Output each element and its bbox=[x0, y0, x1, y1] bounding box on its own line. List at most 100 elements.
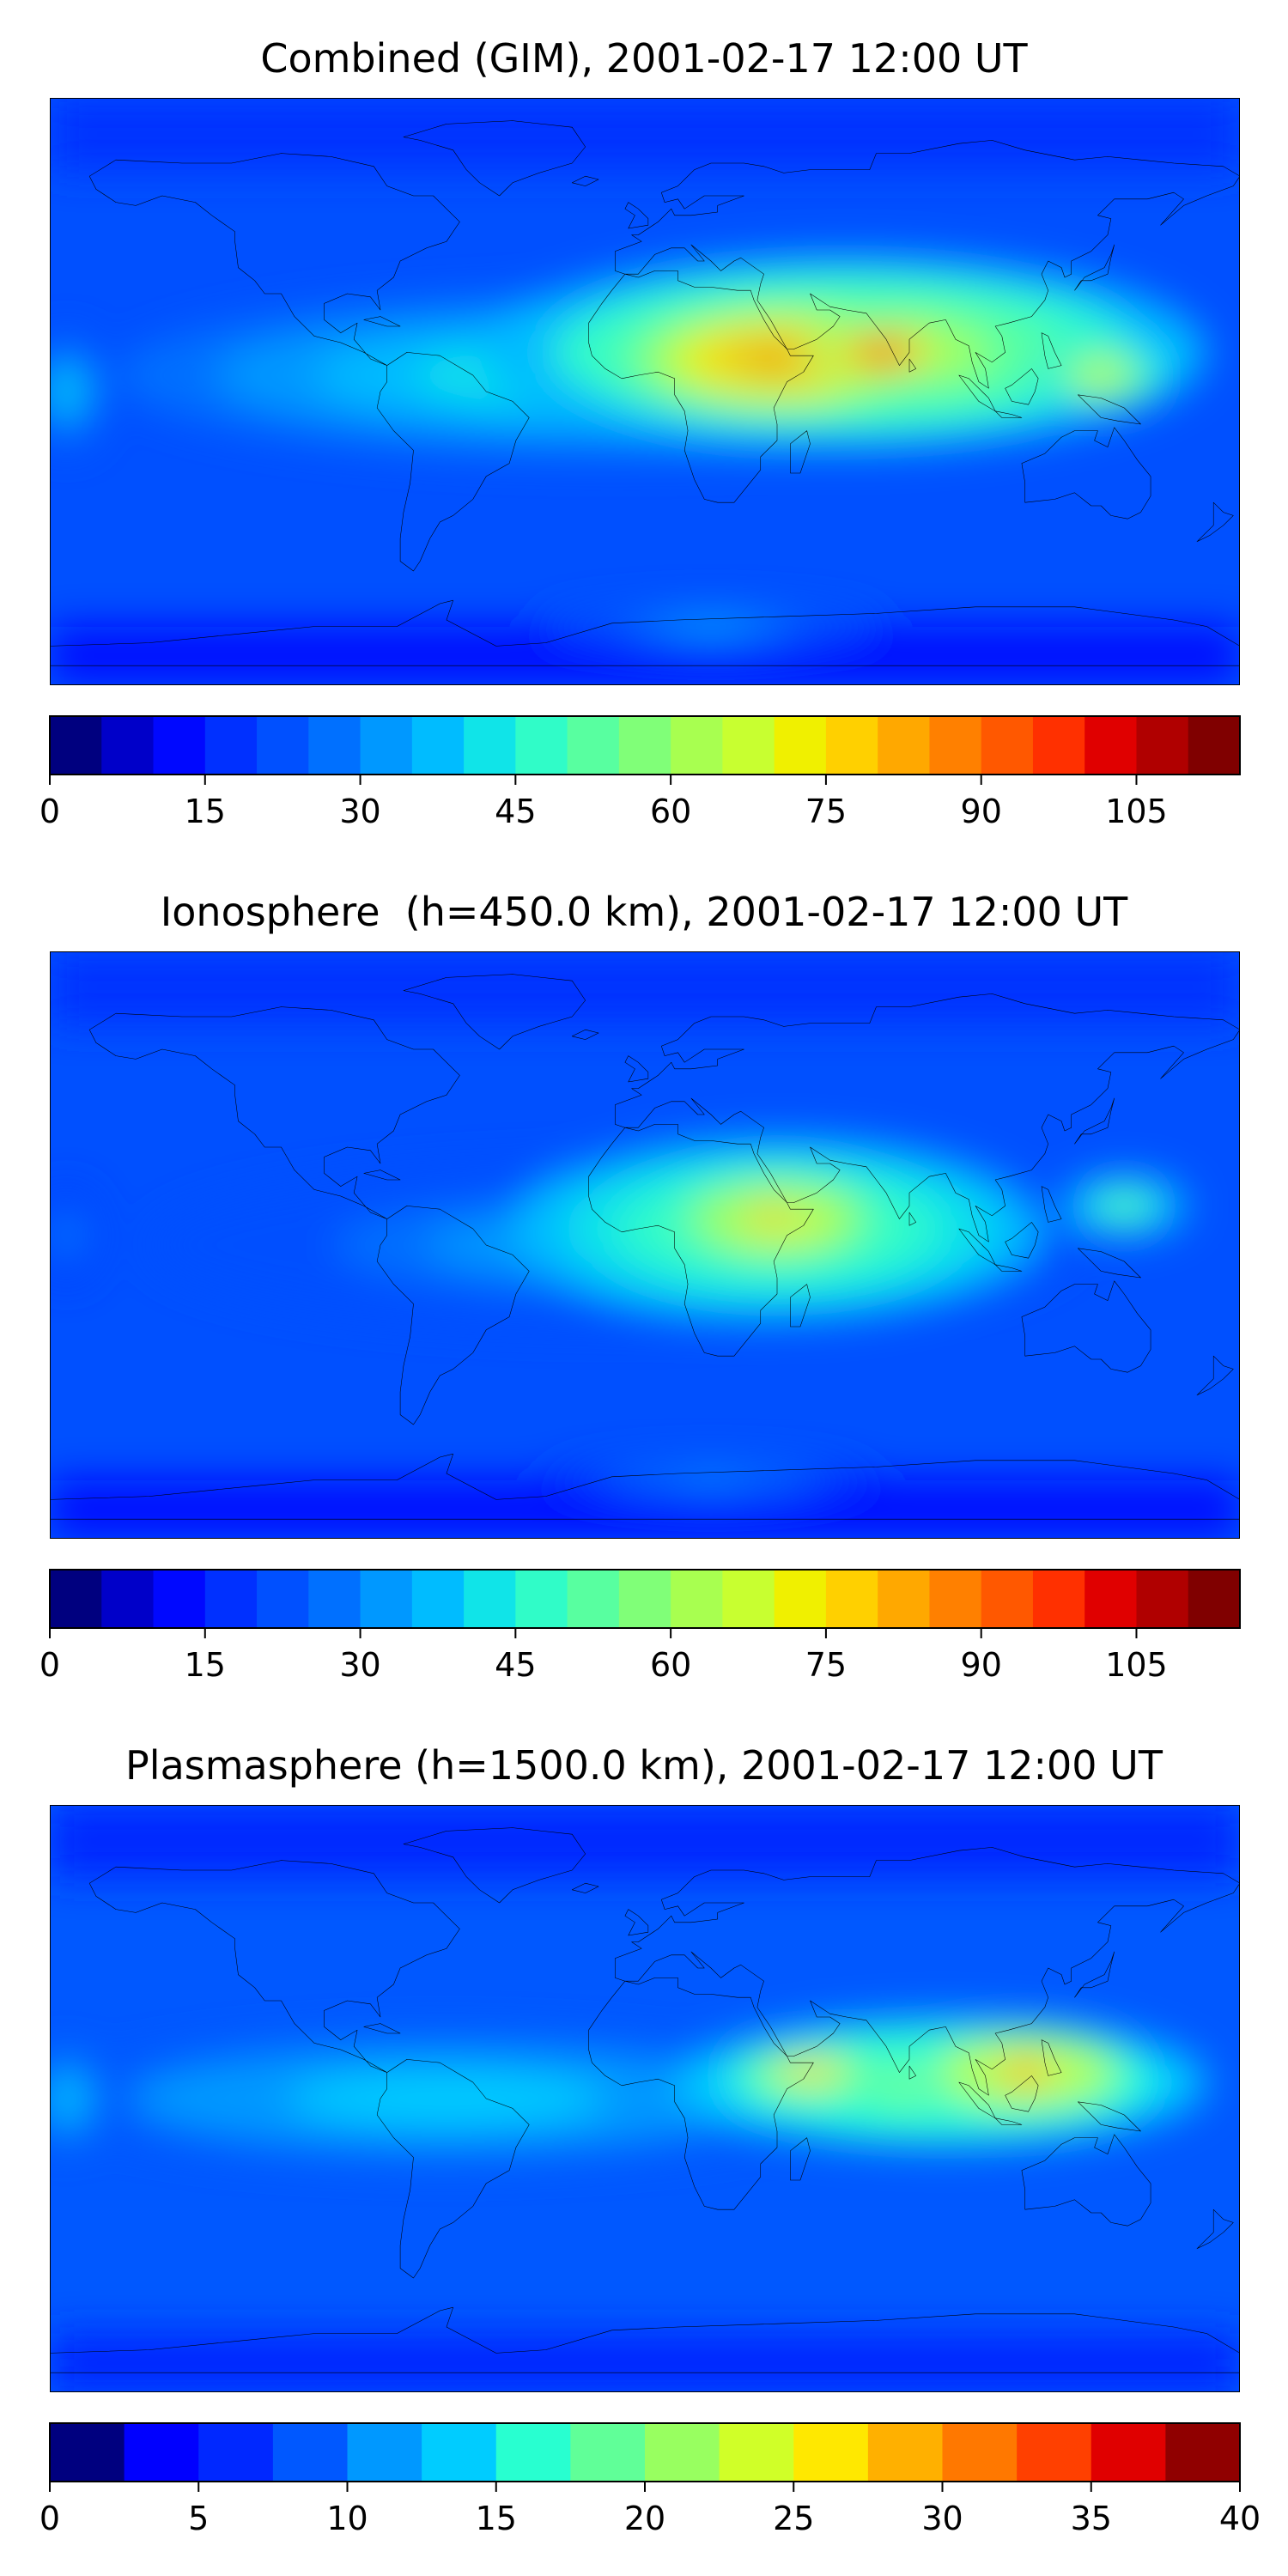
colorbar-tick-label: 75 bbox=[805, 793, 847, 830]
colorbar-swatch bbox=[722, 1570, 775, 1628]
coastline bbox=[572, 176, 598, 185]
colorbar-swatch bbox=[618, 716, 671, 775]
coastline bbox=[995, 1265, 1022, 1272]
colorbar-swatch bbox=[1032, 1570, 1085, 1628]
colorbar-swatch bbox=[878, 716, 931, 775]
colorbar-swatch bbox=[570, 2423, 646, 2482]
coastlines bbox=[50, 121, 1240, 666]
coastline bbox=[1042, 2040, 1061, 2076]
coastline bbox=[1197, 502, 1233, 542]
coastline bbox=[50, 600, 1240, 665]
colorbar-swatch bbox=[1165, 2423, 1241, 2482]
colorbar-tick-label: 60 bbox=[650, 1646, 691, 1684]
coastline bbox=[1075, 245, 1115, 290]
coastline bbox=[364, 2024, 400, 2033]
contour-region bbox=[1110, 1199, 1138, 1212]
coastline bbox=[625, 1910, 648, 1935]
colorbar-swatch bbox=[793, 2423, 869, 2482]
colorbar-swatch bbox=[347, 2423, 422, 2482]
coastline bbox=[909, 359, 916, 372]
colorbar-swatch bbox=[825, 1570, 878, 1628]
colorbar-tick-label: 25 bbox=[773, 2500, 814, 2537]
coastline bbox=[615, 1847, 1240, 2095]
colorbar-swatch bbox=[422, 2423, 497, 2482]
colorbar-tick-label: 90 bbox=[961, 793, 1002, 830]
colorbar-swatch bbox=[878, 1570, 931, 1628]
coastlines bbox=[50, 1828, 1240, 2373]
coastline bbox=[589, 1978, 814, 2209]
colorbar-tick-label: 0 bbox=[39, 2500, 60, 2537]
colorbar-swatch bbox=[567, 1570, 620, 1628]
coastline bbox=[1078, 1249, 1140, 1278]
colorbar-plasmasphere: 0 5 10 15 20 25 30 35 40 bbox=[39, 2422, 1261, 2537]
colorbar-tick-label: 10 bbox=[326, 2500, 368, 2537]
map-combined bbox=[50, 98, 1240, 685]
coastline bbox=[1197, 1356, 1233, 1395]
colorbar-swatch bbox=[464, 1570, 516, 1628]
colorbar-swatch bbox=[360, 716, 413, 775]
colorbar-swatch bbox=[50, 1570, 102, 1628]
colorbar-frame bbox=[49, 1569, 1241, 1629]
coastline bbox=[377, 352, 529, 571]
colorbar-tick-label: 90 bbox=[961, 1646, 1002, 1684]
colorbar-tick-label: 45 bbox=[495, 1646, 536, 1684]
colorbar-tick-label: 105 bbox=[1105, 1646, 1168, 1684]
colorbar-tick-label: 60 bbox=[650, 793, 691, 830]
colorbar-swatch bbox=[101, 1570, 155, 1628]
colorbar-swatch bbox=[722, 716, 775, 775]
map-plasmasphere bbox=[50, 1805, 1240, 2392]
contour-region bbox=[1087, 368, 1115, 382]
coastline bbox=[1005, 368, 1039, 404]
colorbar-combined: 0 15 30 45 60 75 90 105 bbox=[39, 715, 1241, 830]
coastline bbox=[50, 1454, 1240, 1519]
colorbar-swatch bbox=[257, 716, 309, 775]
colorbar-tick-label: 45 bbox=[495, 793, 536, 830]
coastline bbox=[1042, 1187, 1061, 1223]
coastline bbox=[364, 1170, 400, 1180]
coastline bbox=[1078, 2102, 1140, 2131]
coastline bbox=[364, 317, 400, 326]
map-title-ionosphere: Ionosphere (h=450.0 km), 2001-02-17 12:0… bbox=[160, 889, 1128, 935]
coastline bbox=[959, 1229, 995, 1265]
colorbar-tick-label: 0 bbox=[39, 1646, 60, 1684]
colorbar-swatch bbox=[50, 716, 102, 775]
colorbar-tick-label: 30 bbox=[339, 1646, 380, 1684]
coastline bbox=[50, 2307, 1240, 2372]
colorbar-swatch bbox=[153, 1570, 206, 1628]
coastline bbox=[404, 121, 586, 196]
coastline bbox=[572, 1883, 598, 1893]
coastline bbox=[995, 411, 1022, 418]
map-title-combined: Combined (GIM), 2001-02-17 12:00 UT bbox=[260, 35, 1028, 82]
coastline bbox=[625, 1056, 648, 1082]
coastline bbox=[1022, 2135, 1151, 2226]
colorbar-swatch bbox=[1084, 716, 1138, 775]
coastline bbox=[1075, 1098, 1115, 1144]
colorbar-swatch bbox=[411, 1570, 465, 1628]
colorbar-swatch bbox=[942, 2423, 1018, 2482]
map-ionosphere bbox=[50, 951, 1240, 1539]
map-title-plasmasphere: Plasmasphere (h=1500.0 km), 2001-02-17 1… bbox=[125, 1742, 1163, 1789]
colorbar-tick-label: 5 bbox=[188, 2500, 209, 2537]
colorbar-swatch bbox=[1017, 2423, 1092, 2482]
colorbar-tick-label: 35 bbox=[1071, 2500, 1112, 2537]
colorbar-tick-label: 40 bbox=[1219, 2500, 1261, 2537]
colorbar-swatch bbox=[1084, 1570, 1138, 1628]
colorbar-swatch bbox=[360, 1570, 413, 1628]
contour-region bbox=[59, 1225, 73, 1245]
colorbar-swatch bbox=[825, 716, 878, 775]
contour-region bbox=[58, 380, 75, 404]
colorbar-swatch bbox=[411, 716, 465, 775]
coastline bbox=[615, 140, 1240, 388]
contour-region bbox=[762, 359, 779, 366]
colorbar-swatch bbox=[464, 716, 516, 775]
colorbar-swatch bbox=[1032, 716, 1085, 775]
colorbar-tick-label: 30 bbox=[339, 793, 380, 830]
colorbar-tick-label: 15 bbox=[185, 793, 226, 830]
contour-region bbox=[677, 1476, 744, 1485]
coastline bbox=[89, 1007, 459, 1219]
coastline bbox=[995, 2118, 1022, 2125]
colorbar-swatch bbox=[257, 1570, 309, 1628]
coastline bbox=[1075, 1952, 1115, 1997]
contour-region bbox=[367, 2085, 526, 2112]
coastline bbox=[572, 1030, 598, 1039]
